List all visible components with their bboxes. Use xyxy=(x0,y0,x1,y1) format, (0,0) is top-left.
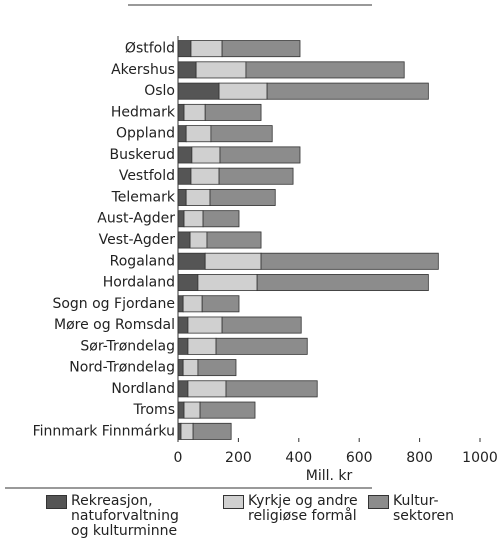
bar-segment xyxy=(183,210,204,228)
bar-segment xyxy=(210,125,273,143)
x-tick-label: 800 xyxy=(406,450,433,466)
bar-segment xyxy=(177,210,185,228)
chart: Mill. kr Østfold Akershus Oslo Hedmark Oppla… xyxy=(5,4,498,489)
bar-segment xyxy=(182,359,199,377)
y-tick-label: Buskerud xyxy=(109,147,175,163)
bar-segment xyxy=(215,337,308,355)
y-tick-label: Akershus xyxy=(111,62,175,78)
x-tick-label: 0 xyxy=(174,450,183,466)
y-tick-label: Oslo xyxy=(144,83,175,99)
legend-swatch xyxy=(46,495,67,509)
y-tick-label: Telemark xyxy=(111,189,176,205)
bar-segment xyxy=(195,61,247,79)
x-tick-label: 400 xyxy=(285,450,312,466)
bar-segment xyxy=(177,146,193,164)
y-tick-label: Vest-Agder xyxy=(99,232,176,248)
bar-segment xyxy=(177,380,189,398)
bar-segment xyxy=(204,252,262,270)
bar-segment xyxy=(225,380,318,398)
bar-segment xyxy=(177,337,189,355)
bar-segment xyxy=(177,274,199,292)
bar-segment xyxy=(177,103,185,121)
y-tick-label: Vestfold xyxy=(119,168,175,184)
bar-segment xyxy=(182,295,203,313)
x-tick-label: 600 xyxy=(346,450,373,466)
bar-segment xyxy=(219,146,301,164)
bar-segment xyxy=(177,359,184,377)
bar-segment xyxy=(204,103,262,121)
y-tick-label: Østfold xyxy=(125,41,175,57)
bar-segment xyxy=(245,61,405,79)
y-tick-label: Hordaland xyxy=(103,275,175,291)
bar-segment xyxy=(185,188,211,206)
x-axis-label: Mill. kr xyxy=(306,468,353,484)
bar-segment xyxy=(177,82,220,100)
bar-segment xyxy=(183,401,201,419)
bar-segment xyxy=(177,295,184,313)
legend-label: Kultur-sektoren xyxy=(393,493,455,524)
legend-label: Kyrkje og andre religiøse formål xyxy=(248,493,358,524)
bar-segment xyxy=(183,103,206,121)
y-tick-label: Hedmark xyxy=(111,104,176,120)
legend-swatch xyxy=(368,495,389,509)
y-tick-label: Møre og Romsdal xyxy=(54,317,175,333)
bar-segment xyxy=(177,61,197,79)
bar-segment xyxy=(199,401,256,419)
bar-segment xyxy=(189,231,208,249)
bar-segment xyxy=(177,167,192,185)
bar-segment xyxy=(197,359,237,377)
bar-segment xyxy=(190,167,220,185)
bar-segment xyxy=(266,82,429,100)
y-tick-label: Oppland xyxy=(116,126,175,142)
y-tick-label: Sogn og Fjordane xyxy=(52,296,175,312)
bar-segment xyxy=(177,231,191,249)
bar-segment xyxy=(206,231,262,249)
bar-segment xyxy=(256,274,429,292)
bar-segment xyxy=(185,125,212,143)
bar-segment xyxy=(187,380,227,398)
bar-segment xyxy=(260,252,439,270)
x-tick-label: 1000 xyxy=(462,450,498,466)
bar-segment xyxy=(177,40,192,58)
bar-segment xyxy=(177,316,189,334)
bar-segment xyxy=(177,188,187,206)
bar-segment xyxy=(218,82,268,100)
page: {"chart_data": {"type": "stacked-barh", … xyxy=(5,4,498,539)
y-tick-label: Sør-Trøndelag xyxy=(80,338,175,354)
legend-swatch xyxy=(223,495,244,509)
y-tick-label: Nordland xyxy=(111,381,175,397)
y-tick-label: Nord-Trøndelag xyxy=(69,360,175,376)
y-tick-label: Aust-Agder xyxy=(97,211,175,227)
bar-segment xyxy=(221,40,301,58)
y-tick-label: Rogaland xyxy=(110,253,175,269)
bar-segment xyxy=(177,401,185,419)
bar-segment xyxy=(190,40,223,58)
x-tick-label: 200 xyxy=(225,450,252,466)
bar-segment xyxy=(218,167,294,185)
bar-segment xyxy=(202,210,240,228)
bar-segment xyxy=(221,316,302,334)
bar-segment xyxy=(177,125,187,143)
bar-segment xyxy=(192,422,232,440)
y-tick-label: Troms xyxy=(133,402,175,418)
bar-segment xyxy=(197,274,258,292)
y-tick-label: Finnmark Finnmárku xyxy=(33,423,175,439)
bar-segment xyxy=(187,337,217,355)
bar-segment xyxy=(177,252,206,270)
bar-segment xyxy=(180,422,194,440)
bar-segment xyxy=(209,188,276,206)
legend-label: Rekreasjon, natuforvaltning og kulturmin… xyxy=(71,493,179,539)
bar-segment xyxy=(191,146,221,164)
bar-segment xyxy=(187,316,223,334)
bar-segment xyxy=(201,295,240,313)
